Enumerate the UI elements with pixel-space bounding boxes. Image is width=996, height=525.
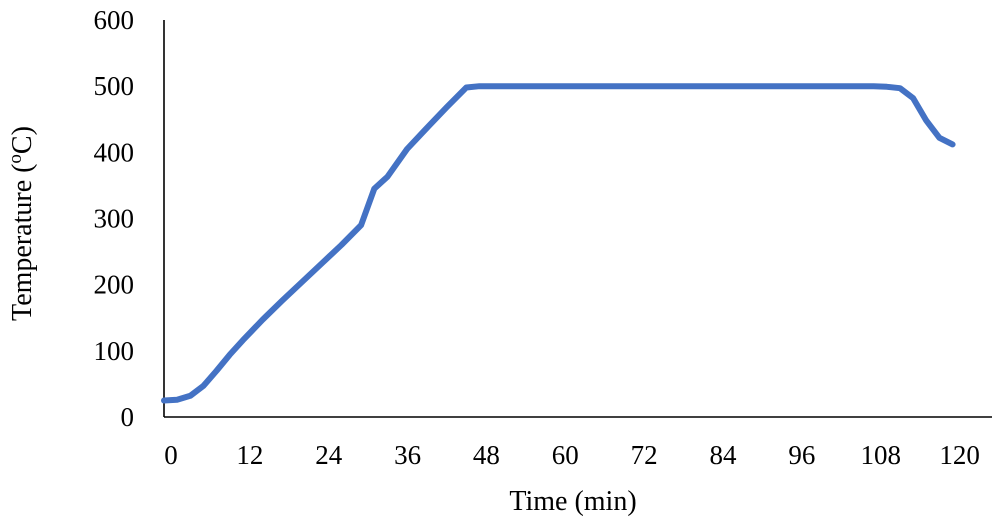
x-tick-label: 72 [631, 440, 658, 470]
y-tick-label: 400 [94, 137, 135, 167]
x-tick-label: 0 [164, 440, 178, 470]
x-tick-label: 84 [710, 440, 738, 470]
temperature-series-line [161, 83, 956, 404]
y-tick-label: 500 [94, 71, 135, 101]
y-tick-labels: 0 100 200 300 400 500 600 [94, 5, 135, 432]
y-tick-label: 200 [94, 270, 135, 300]
x-axis-title: Time (min) [509, 486, 636, 517]
y-axis-title-tail: C) [7, 126, 38, 154]
x-tick-label: 24 [315, 440, 343, 470]
y-tick-label: 300 [94, 204, 135, 234]
x-tick-label: 12 [236, 440, 263, 470]
axes [163, 20, 992, 418]
y-tick-label: 100 [94, 336, 135, 366]
y-axis-title-superscript: o [5, 154, 26, 164]
y-axis-title: Temperature (oC) [5, 126, 38, 321]
x-tick-labels: 0 12 24 36 48 60 72 84 96 108 120 [164, 440, 980, 470]
series-layer [161, 83, 956, 404]
y-tick-label: 600 [94, 5, 135, 35]
x-tick-label: 96 [788, 440, 815, 470]
x-tick-label: 48 [473, 440, 500, 470]
x-tick-label: 36 [394, 440, 421, 470]
x-tick-label: 60 [552, 440, 579, 470]
x-tick-label: 120 [939, 440, 980, 470]
x-tick-label: 108 [860, 440, 901, 470]
y-axis-title-main: Temperature ( [7, 164, 38, 321]
y-tick-label: 0 [121, 402, 135, 432]
